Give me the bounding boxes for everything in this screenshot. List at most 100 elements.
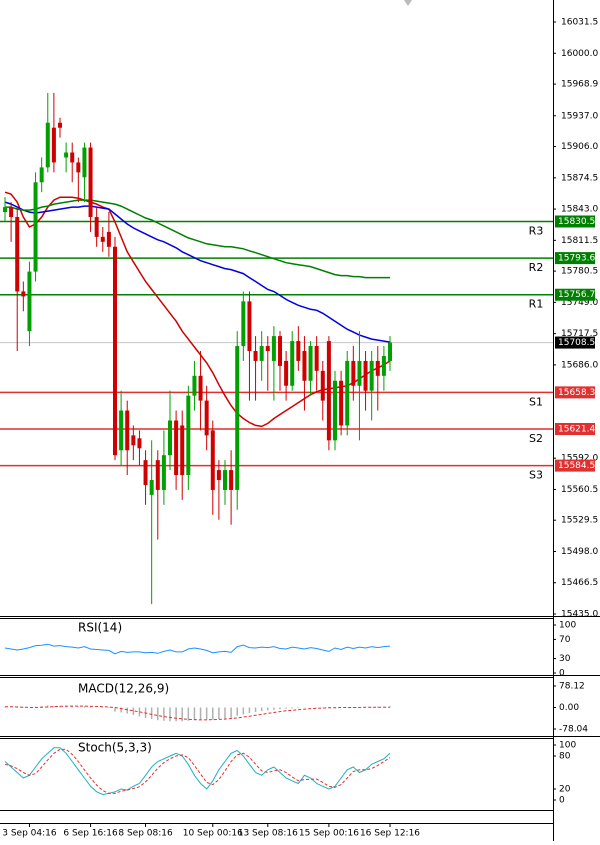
candle-body bbox=[388, 342, 392, 361]
y-tick-label: 0.00 bbox=[559, 703, 579, 713]
candle-body bbox=[345, 360, 350, 426]
candle-body bbox=[70, 152, 75, 163]
level-price-box bbox=[555, 215, 595, 228]
candle-body bbox=[113, 246, 117, 456]
candle-body bbox=[351, 360, 356, 386]
level-name: S1 bbox=[529, 395, 543, 408]
candle-body bbox=[198, 375, 203, 401]
candle-body bbox=[168, 420, 172, 456]
y-tick-label: 78.12 bbox=[559, 682, 585, 692]
candle-body bbox=[278, 336, 282, 366]
level-price: 15584.5 bbox=[558, 461, 595, 471]
moving-average bbox=[4, 201, 391, 343]
y-tick-label: 15780.5 bbox=[561, 267, 598, 277]
candle-body bbox=[302, 350, 307, 381]
candle-body bbox=[326, 341, 331, 441]
y-tick-label: 15906.0 bbox=[561, 142, 598, 152]
candle-body bbox=[296, 341, 301, 361]
candle-body bbox=[369, 360, 374, 391]
candle-body bbox=[100, 236, 105, 242]
y-tick-label: 15560.5 bbox=[561, 485, 598, 495]
x-tick-label: 15 Sep 00:16 bbox=[299, 829, 359, 839]
y-tick-label: 70 bbox=[559, 635, 571, 645]
candle-body bbox=[259, 346, 264, 361]
y-tick-label: 15937.0 bbox=[561, 111, 598, 121]
panel-title: Stoch(5,3,3) bbox=[78, 741, 152, 755]
y-tick-label: 15843.0 bbox=[561, 205, 598, 215]
x-tick-label: 10 Sep 00:16 bbox=[183, 829, 243, 839]
y-tick-label: 15466.5 bbox=[561, 578, 598, 588]
candle-body bbox=[314, 346, 319, 371]
level-price-box bbox=[555, 423, 595, 436]
candle-body bbox=[284, 360, 289, 386]
candle-body bbox=[64, 152, 69, 158]
candle-body bbox=[265, 346, 270, 351]
candle-body bbox=[192, 375, 197, 396]
indicator-line bbox=[5, 705, 390, 721]
y-tick-label: 15592.0 bbox=[561, 454, 598, 464]
level-price-box bbox=[555, 288, 595, 301]
candle-body bbox=[3, 207, 7, 213]
candle-body bbox=[137, 438, 142, 449]
candle-body bbox=[39, 167, 44, 183]
level-name: R1 bbox=[529, 298, 544, 311]
candle-body bbox=[94, 217, 99, 237]
panel-title: RSI(14) bbox=[78, 621, 122, 635]
y-tick-label: 15811.5 bbox=[561, 236, 598, 246]
y-tick-label: 16031.5 bbox=[561, 18, 598, 28]
x-tick-label: 3 Sep 04:16 bbox=[2, 829, 57, 839]
y-tick-label: 20 bbox=[559, 785, 571, 795]
candle-body bbox=[290, 341, 295, 386]
candle-body bbox=[210, 430, 215, 490]
candle-body bbox=[339, 380, 344, 426]
y-tick-label: 0 bbox=[559, 669, 565, 679]
level-price: 15621.4 bbox=[558, 425, 595, 435]
level-name: R2 bbox=[529, 261, 544, 274]
candle-body bbox=[58, 122, 62, 128]
level-price-box bbox=[555, 252, 595, 265]
candle-body bbox=[143, 460, 148, 485]
level-price: 15793.6 bbox=[558, 254, 595, 264]
candle-body bbox=[204, 400, 209, 436]
level-price-box bbox=[555, 386, 595, 399]
candle-body bbox=[9, 207, 14, 218]
candle-body bbox=[271, 336, 276, 361]
candle-body bbox=[363, 360, 368, 391]
level-name: S2 bbox=[529, 432, 543, 445]
candle-body bbox=[88, 147, 93, 218]
candle-body bbox=[149, 480, 154, 495]
x-tick-label: 13 Sep 08:16 bbox=[238, 829, 298, 839]
candle-body bbox=[161, 455, 166, 490]
last-price: 15708.5 bbox=[558, 338, 595, 348]
candle-body bbox=[33, 182, 38, 272]
y-tick-label: 100 bbox=[559, 741, 576, 751]
candle-body bbox=[155, 460, 160, 490]
y-tick-label: 15749.0 bbox=[561, 298, 598, 308]
candle-body bbox=[229, 470, 234, 490]
level-price: 15830.5 bbox=[558, 217, 595, 227]
moving-average bbox=[5, 199, 390, 279]
y-tick-label: 15529.5 bbox=[561, 516, 598, 526]
y-tick-label: -78.04 bbox=[559, 725, 588, 735]
x-tick-label: 8 Sep 08:16 bbox=[118, 829, 173, 839]
y-tick-label: 15498.0 bbox=[561, 547, 598, 557]
x-tick-label: 6 Sep 16:16 bbox=[63, 829, 118, 839]
y-tick-label: 15686.0 bbox=[561, 360, 598, 370]
y-tick-label: 80 bbox=[559, 752, 571, 762]
y-tick-label: 15874.5 bbox=[561, 173, 598, 183]
candle-body bbox=[27, 271, 32, 332]
candle-body bbox=[106, 231, 111, 247]
level-price: 15658.3 bbox=[558, 388, 595, 398]
candle-body bbox=[21, 291, 26, 297]
candle-body bbox=[253, 350, 258, 361]
candle-body bbox=[180, 425, 185, 476]
candle-body bbox=[381, 355, 386, 376]
candle-body bbox=[76, 162, 81, 173]
y-tick-label: 16000.0 bbox=[561, 49, 598, 59]
y-tick-label: 0 bbox=[559, 796, 565, 806]
candle-body bbox=[15, 217, 20, 292]
candle-body bbox=[308, 346, 313, 381]
candle-body bbox=[375, 360, 380, 376]
